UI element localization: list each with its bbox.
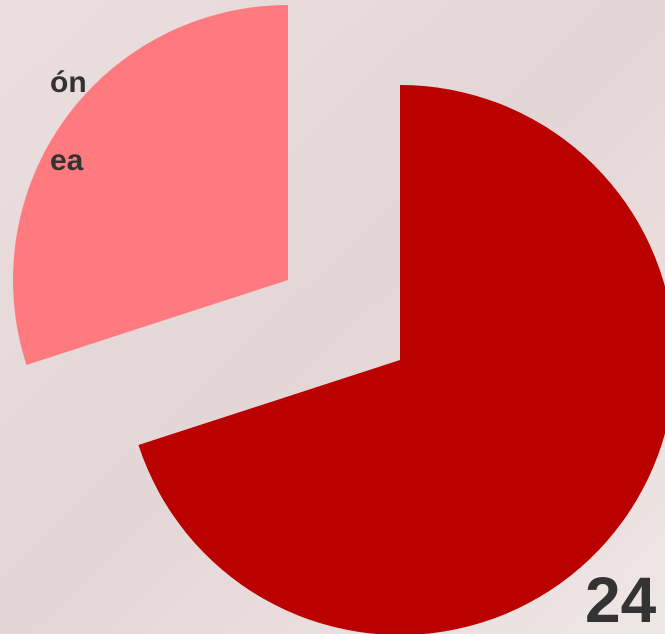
annotation: 24: [585, 564, 657, 634]
page: {"chart_data": {"type": "pie", "text_lin…: [0, 0, 665, 634]
text-fragment: ón: [50, 66, 87, 99]
text-fragment: ea: [50, 144, 84, 177]
chart: ón ea 24: [0, 0, 665, 634]
